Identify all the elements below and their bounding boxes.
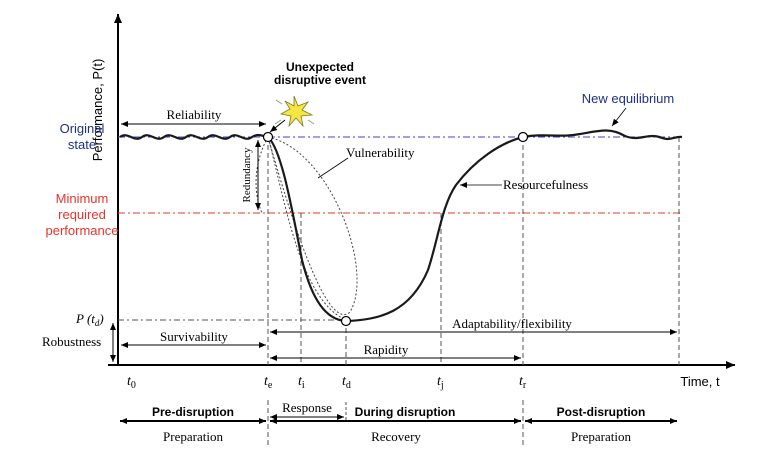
original-state-line1: Original bbox=[60, 121, 105, 136]
robustness-label: Robustness bbox=[42, 334, 101, 349]
reliability-label: Reliability bbox=[167, 107, 222, 122]
event-label-line2: disruptive event bbox=[274, 73, 366, 87]
y-axis-label: Performance, P(t) bbox=[90, 59, 105, 162]
tick-te: te bbox=[264, 374, 273, 391]
vulnerability-label: Vulnerability bbox=[346, 145, 415, 160]
event-arrow bbox=[269, 119, 286, 133]
point-te bbox=[262, 131, 274, 143]
tick-tj: tj bbox=[437, 374, 444, 391]
post-disruption-title: Post-disruption bbox=[557, 405, 646, 419]
equilibrium-leader bbox=[611, 107, 627, 127]
redundancy-label: Redundancy bbox=[241, 147, 253, 202]
point-tr bbox=[517, 131, 529, 143]
vulnerability-leader bbox=[317, 157, 349, 179]
vulnerability-envelope-inner bbox=[267, 136, 347, 321]
rapidity-label: Rapidity bbox=[364, 342, 409, 357]
point-td bbox=[340, 315, 352, 327]
during-disruption-title: During disruption bbox=[355, 405, 456, 419]
tick-tr: tr bbox=[519, 374, 527, 391]
pre-disruption-sub: Preparation bbox=[163, 429, 223, 444]
time-markers bbox=[267, 137, 680, 365]
response-label: Response bbox=[282, 400, 332, 415]
resourcefulness-label: Resourcefulness bbox=[503, 177, 588, 192]
new-equilibrium-label: New equilibrium bbox=[582, 91, 674, 106]
min-performance-line3: performance bbox=[46, 223, 119, 238]
tick-td: td bbox=[342, 374, 351, 391]
post-disruption-sub: Preparation bbox=[571, 429, 631, 444]
tick-ti: ti bbox=[298, 374, 305, 391]
during-disruption-sub: Recovery bbox=[371, 429, 421, 444]
survivability-label: Survivability bbox=[160, 329, 228, 344]
min-performance-line1: Minimum bbox=[56, 191, 109, 206]
original-state-line2: state bbox=[68, 137, 96, 152]
tick-t0: t0 bbox=[127, 374, 136, 391]
min-performance-line2: required bbox=[58, 207, 106, 222]
x-axis-label: Time, t bbox=[680, 374, 720, 389]
burst-icon bbox=[274, 95, 315, 128]
pre-disruption-title: Pre-disruption bbox=[152, 405, 234, 419]
p-td-label: P (td) bbox=[75, 311, 104, 328]
event-label-line1: Unexpected bbox=[286, 60, 354, 74]
adaptability-label: Adaptability/flexibility bbox=[452, 316, 572, 331]
performance-curve bbox=[119, 129, 683, 323]
